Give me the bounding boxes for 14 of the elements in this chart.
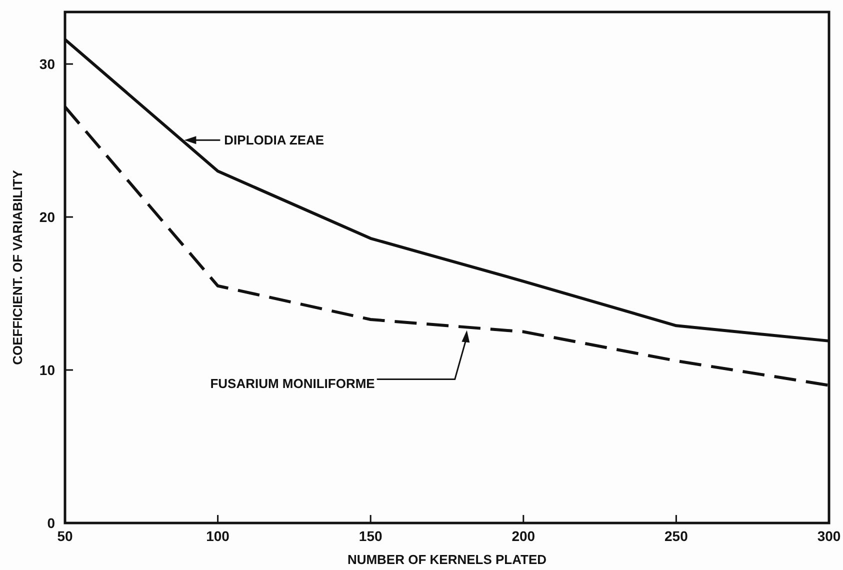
y-axis-title: COEFFICIENT. OF VARIABILITY [10,170,25,365]
annotation: DIPLODIA ZEAE [224,132,324,148]
x-tick-label: 300 [817,528,841,544]
x-axis-title: NUMBER OF KERNELS PLATED [347,552,547,567]
y-tick-label: 0 [47,514,56,531]
y-tick-label: 30 [39,56,56,72]
annotation: FUSARIUM MONILIFORME [210,376,376,391]
x-tick-label: 150 [358,528,382,544]
y-tick-label: 10 [39,362,56,378]
x-tick-label: 100 [206,528,230,544]
y-tick-label: 20 [39,208,56,225]
x-tick-label: 200 [512,528,536,544]
x-tick-label: 250 [664,528,688,544]
x-tick-label: 50 [57,528,73,544]
